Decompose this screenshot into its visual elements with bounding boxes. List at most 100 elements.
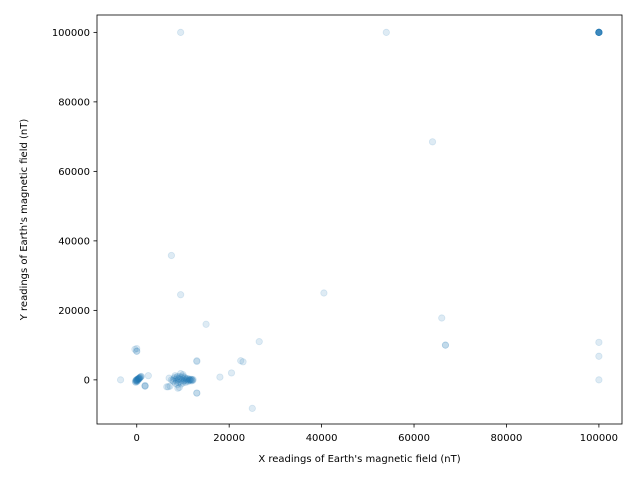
data-point	[183, 376, 192, 384]
data-point	[183, 377, 191, 385]
data-point	[170, 378, 178, 386]
data-point	[132, 377, 140, 385]
data-point	[248, 404, 256, 412]
data-point	[187, 375, 195, 383]
data-point	[141, 382, 149, 390]
data-point	[595, 28, 603, 36]
data-point	[177, 291, 185, 299]
data-point	[172, 375, 180, 383]
data-point	[188, 376, 196, 384]
data-point	[182, 378, 190, 386]
y-axis-label: Y readings of Earth's magnetic field (nT…	[19, 119, 30, 322]
x-tick-label: 0	[134, 433, 140, 444]
data-point	[441, 341, 450, 349]
y-tick-label: 40000	[58, 236, 90, 247]
data-point	[320, 289, 328, 297]
data-point	[132, 378, 140, 386]
data-point	[133, 344, 141, 353]
data-point	[172, 377, 181, 385]
data-point	[178, 372, 187, 380]
data-point	[595, 376, 603, 384]
data-point	[182, 375, 190, 383]
data-point	[595, 28, 603, 36]
data-point	[170, 375, 178, 383]
data-point	[179, 379, 187, 387]
data-point	[595, 28, 603, 36]
x-axis-label: X readings of Earth's magnetic field (nT…	[258, 454, 460, 465]
data-point	[178, 376, 186, 385]
data-point	[184, 378, 192, 386]
data-point	[173, 381, 182, 389]
data-point	[133, 347, 141, 355]
data-point	[193, 389, 201, 397]
data-point	[237, 357, 245, 365]
y-tick-label: 80000	[58, 97, 90, 108]
data-point	[167, 376, 176, 384]
data-point	[165, 374, 173, 382]
data-point	[137, 373, 145, 381]
data-point	[134, 374, 143, 383]
data-point	[181, 374, 189, 382]
data-point	[163, 383, 171, 391]
data-point	[137, 372, 145, 380]
data-point	[185, 375, 194, 384]
data-point	[595, 28, 603, 36]
data-point	[438, 314, 446, 322]
data-point	[177, 375, 185, 383]
data-point	[135, 374, 144, 382]
data-point	[141, 382, 149, 390]
data-point	[180, 373, 188, 381]
data-point	[193, 389, 201, 397]
data-point	[179, 371, 187, 379]
data-point	[183, 374, 191, 383]
y-axis-ticks: 0 20000 40000 60000 80000 100000	[52, 28, 97, 386]
y-tick-label: 20000	[58, 306, 90, 317]
data-point	[595, 352, 603, 360]
x-tick-label: 100000	[580, 433, 618, 444]
data-point	[193, 357, 201, 365]
data-point	[177, 380, 185, 388]
data-point	[166, 382, 174, 390]
data-point	[174, 376, 182, 384]
data-point	[175, 374, 183, 383]
data-point	[595, 28, 603, 36]
x-tick-label: 60000	[398, 433, 430, 444]
data-point	[134, 375, 142, 383]
data-point	[181, 376, 189, 384]
data-point	[595, 28, 603, 36]
data-point	[177, 373, 186, 382]
data-point	[134, 376, 142, 385]
data-point	[177, 28, 185, 36]
data-point	[180, 377, 188, 385]
data-point	[441, 341, 450, 349]
data-point	[134, 375, 143, 383]
data-point	[216, 373, 224, 381]
data-point	[176, 378, 184, 386]
data-point	[131, 345, 139, 353]
data-point	[134, 375, 142, 384]
x-tick-label: 40000	[306, 433, 338, 444]
data-point	[428, 138, 437, 146]
data-point	[595, 28, 603, 36]
data-point	[116, 376, 125, 384]
data-point	[595, 338, 603, 346]
data-point	[595, 28, 603, 36]
data-point	[595, 28, 603, 36]
data-point	[239, 358, 247, 366]
data-point	[188, 375, 196, 384]
data-point	[136, 373, 144, 382]
data-point	[169, 376, 177, 385]
data-point	[133, 376, 141, 384]
plot-frame	[96, 14, 623, 425]
data-point	[174, 379, 182, 387]
x-axis-ticks: 0 20000 40000 60000 80000 100000	[134, 424, 618, 444]
data-point	[144, 372, 152, 380]
data-point	[189, 375, 197, 384]
x-tick-label: 80000	[491, 433, 523, 444]
data-points	[116, 28, 603, 412]
data-point	[135, 374, 143, 382]
data-point	[595, 28, 603, 36]
data-point	[177, 370, 185, 378]
data-point	[176, 373, 184, 381]
x-tick-label: 20000	[213, 433, 245, 444]
